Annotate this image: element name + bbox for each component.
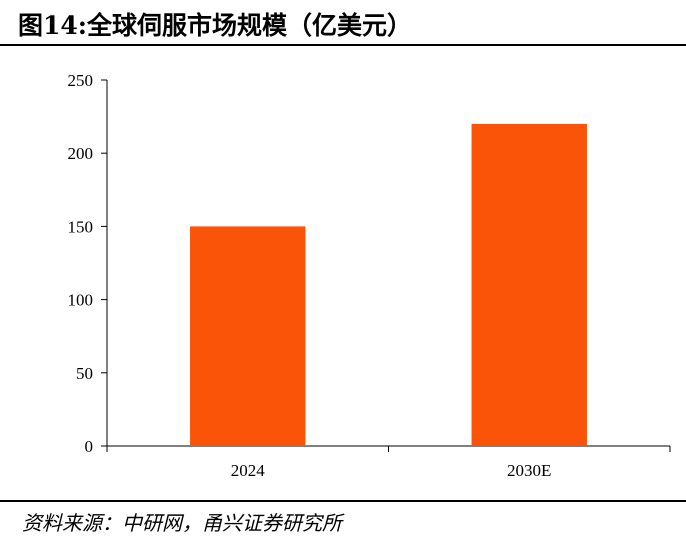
y-tick-label: 100: [68, 291, 94, 310]
y-tick-label: 250: [68, 71, 94, 90]
title-divider: [0, 44, 686, 46]
x-tick-label: 2030E: [507, 461, 551, 480]
y-tick-label: 150: [68, 217, 94, 236]
source-divider: [0, 500, 686, 502]
source-note: 资料来源：中研网，甬兴证券研究所: [22, 511, 342, 535]
y-tick-label: 50: [76, 364, 93, 383]
bar-series: [190, 123, 587, 447]
x-tick-label: 2024: [231, 461, 266, 480]
y-tick-label: 200: [68, 144, 94, 163]
bar-2030E: [471, 123, 587, 447]
bar-2024: [190, 226, 306, 446]
y-axis: 0 50 100 150 200 250: [68, 71, 108, 456]
x-axis: 2024 2030E: [106, 445, 671, 480]
y-tick-label: 0: [85, 437, 94, 456]
chart-title: 图14:全球伺服市场规模（亿美元）: [18, 11, 413, 40]
bar-chart: 0 50 100 150 200 250 2024 2030E: [68, 71, 671, 480]
